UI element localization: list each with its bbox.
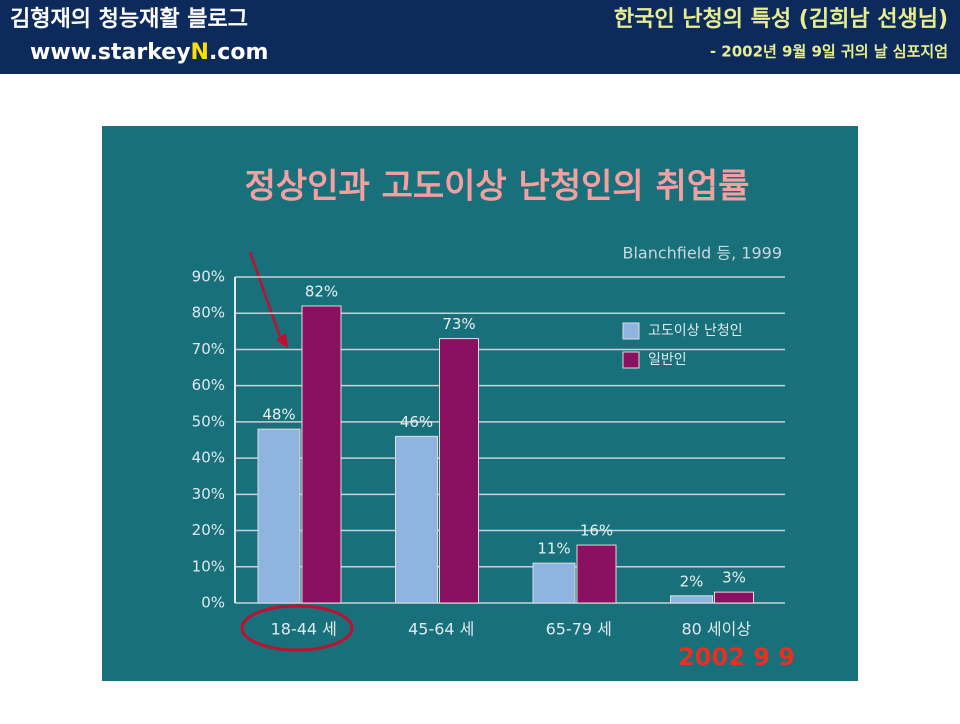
value-label: 3%: [722, 569, 746, 587]
slide-photo: [102, 126, 858, 681]
value-label: 73%: [442, 315, 475, 333]
legend-swatch: [622, 322, 640, 340]
source: Blanchfield 등, 1999: [622, 244, 782, 263]
value-label: 2%: [680, 572, 704, 590]
highlight-ellipse: [240, 604, 354, 652]
topic: 한국인 난청의 특성 (김희남 선생님): [614, 7, 948, 32]
arrow-head: [276, 333, 288, 348]
bar: [301, 305, 342, 604]
value-label: 46%: [400, 413, 433, 431]
y-tick-label: 90%: [192, 268, 225, 286]
bar: [257, 428, 301, 604]
url-part: .com: [209, 40, 268, 65]
header-bar: [0, 0, 960, 74]
bar: [670, 595, 713, 604]
url-part: N: [191, 40, 209, 65]
bar: [395, 435, 438, 604]
bar: [714, 591, 754, 604]
value-label: 16%: [580, 522, 613, 540]
event: - 2002년 9월 9일 귀의 날 심포지엄: [710, 43, 948, 61]
y-tick-label: 70%: [192, 340, 225, 358]
y-tick-label: 50%: [192, 412, 225, 430]
value-label: 82%: [305, 282, 338, 300]
bar: [439, 338, 479, 604]
x-tick-label: 80 세이상: [681, 620, 751, 639]
blog-url: www.starkeyN.com: [30, 40, 268, 65]
bar: [576, 544, 617, 604]
y-tick-label: 10%: [192, 557, 225, 575]
chart-title: 정상인과 고도이상 난청인의 취업률: [245, 167, 750, 207]
y-tick-label: 80%: [192, 304, 225, 322]
date-stamp: 2002 9 9: [678, 643, 795, 671]
x-tick-label: 65-79 세: [546, 620, 612, 639]
value-label: 48%: [262, 406, 295, 424]
value-label: 11%: [537, 540, 570, 558]
x-tick-label: 18-44 세: [271, 620, 337, 639]
bar: [532, 562, 576, 604]
legend-label: 고도이상 난청인: [648, 323, 743, 339]
x-tick-label: 45-64 세: [408, 620, 474, 639]
y-tick-label: 60%: [192, 376, 225, 394]
blog-name: 김형재의 청능재활 블로그: [10, 7, 248, 32]
url-part: www.starkey: [30, 40, 191, 65]
arrow: [248, 251, 285, 346]
y-tick-label: 40%: [192, 449, 225, 467]
y-tick-label: 20%: [192, 521, 225, 539]
y-tick-label: 30%: [192, 485, 225, 503]
legend-swatch: [622, 351, 640, 369]
y-tick-label: 0%: [201, 594, 225, 612]
legend-label: 일반인: [648, 352, 687, 368]
